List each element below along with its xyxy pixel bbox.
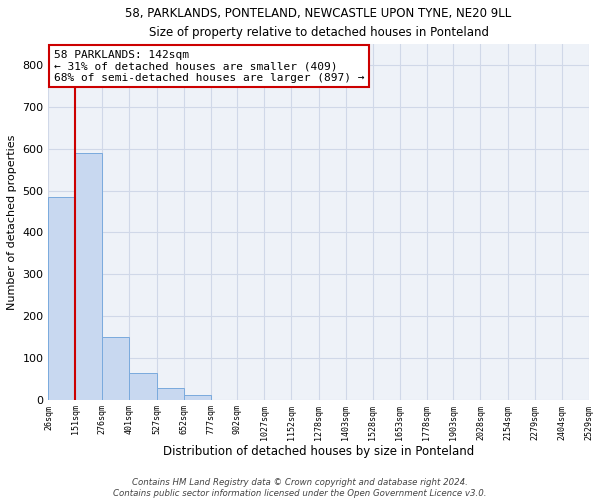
Bar (130, 374, 157, 400)
Bar (76, 152, 103, 400)
Title: 58, PARKLANDS, PONTELAND, NEWCASTLE UPON TYNE, NE20 9LL
Size of property relativ: 58, PARKLANDS, PONTELAND, NEWCASTLE UPON… (125, 7, 512, 39)
Y-axis label: Number of detached properties: Number of detached properties (7, 134, 17, 310)
Bar (49, 198, 76, 400)
Bar (103, 337, 130, 400)
Text: Contains HM Land Registry data © Crown copyright and database right 2024.
Contai: Contains HM Land Registry data © Crown c… (113, 478, 487, 498)
Bar (184, 396, 211, 400)
Bar (157, 388, 184, 400)
X-axis label: Distribution of detached houses by size in Ponteland: Distribution of detached houses by size … (163, 445, 474, 458)
Text: 58 PARKLANDS: 142sqm
← 31% of detached houses are smaller (409)
68% of semi-deta: 58 PARKLANDS: 142sqm ← 31% of detached h… (54, 50, 364, 83)
